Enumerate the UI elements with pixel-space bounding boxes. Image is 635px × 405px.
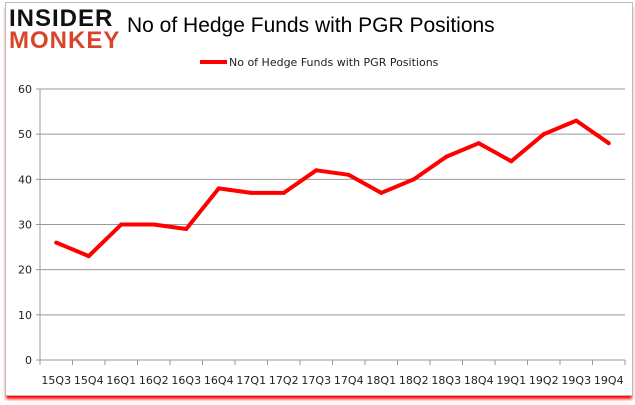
x-tick-label: 18Q4 xyxy=(464,374,494,387)
data-point xyxy=(216,186,221,191)
y-tick-label: 40 xyxy=(18,173,32,186)
legend-label: No of Hedge Funds with PGR Positions xyxy=(229,56,439,69)
data-point xyxy=(476,141,481,146)
data-point xyxy=(54,240,59,245)
x-tick-label: 17Q1 xyxy=(236,374,266,387)
data-point xyxy=(411,177,416,182)
data-point xyxy=(184,227,189,232)
logo-line-1: INSIDER xyxy=(9,5,114,32)
y-tick-label: 10 xyxy=(18,309,32,322)
logo-line-2: MONKEY xyxy=(9,27,121,54)
x-tick-label: 17Q2 xyxy=(269,374,299,387)
data-point xyxy=(119,222,124,227)
x-tick-label: 18Q2 xyxy=(399,374,429,387)
x-tick-label: 18Q3 xyxy=(431,374,461,387)
data-point xyxy=(574,118,579,123)
data-point xyxy=(86,254,91,259)
x-tick-label: 16Q2 xyxy=(139,374,169,387)
insider-monkey-logo: INSIDER MONKEY xyxy=(9,5,121,54)
x-tick-label: 19Q1 xyxy=(496,374,526,387)
x-tick-label: 17Q3 xyxy=(301,374,331,387)
x-tick-label: 18Q1 xyxy=(366,374,396,387)
chart-frame xyxy=(5,2,633,396)
x-tick-label: 19Q3 xyxy=(561,374,591,387)
y-tick-label: 30 xyxy=(18,219,32,232)
x-tick-label: 15Q4 xyxy=(74,374,104,387)
data-point xyxy=(314,168,319,173)
data-point xyxy=(151,222,156,227)
data-point xyxy=(509,159,514,164)
chart-title: No of Hedge Funds with PGR Positions xyxy=(127,14,495,37)
x-tick-label: 15Q3 xyxy=(41,374,71,387)
data-point xyxy=(606,141,611,146)
x-tick-label: 19Q4 xyxy=(594,374,624,387)
data-point xyxy=(346,172,351,177)
x-tick-label: 17Q4 xyxy=(334,374,364,387)
x-tick-label: 16Q3 xyxy=(171,374,201,387)
data-point xyxy=(541,132,546,137)
data-point xyxy=(249,190,254,195)
x-tick-label: 16Q1 xyxy=(106,374,136,387)
y-tick-label: 20 xyxy=(18,264,32,277)
data-point xyxy=(379,190,384,195)
data-point xyxy=(281,190,286,195)
data-point xyxy=(444,154,449,159)
series-line xyxy=(55,118,610,259)
y-tick-label: 50 xyxy=(18,128,32,141)
x-tick-label: 16Q4 xyxy=(204,374,234,387)
y-tick-label: 60 xyxy=(18,83,32,96)
x-tick-label: 19Q2 xyxy=(529,374,559,387)
y-tick-label: 0 xyxy=(25,354,32,367)
